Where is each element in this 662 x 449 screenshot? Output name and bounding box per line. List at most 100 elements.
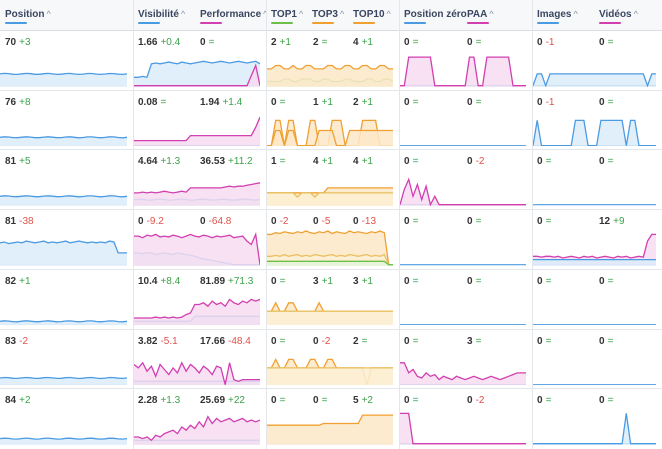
metric-top3: 1 +1: [313, 97, 333, 108]
metric-top10-delta: +1: [361, 37, 373, 48]
metric-pz-value: 0: [404, 37, 410, 48]
column-divider: [266, 0, 267, 449]
cell-top[interactable]: 2 +1 2 = 4 +1: [267, 31, 395, 89]
metric-top3-delta: -2: [321, 335, 331, 347]
metric-top1-delta: =: [279, 275, 286, 287]
top-sparkline: [267, 230, 393, 266]
cell-top[interactable]: 0 = 0 = 5 +2: [267, 389, 395, 447]
metric-paa-delta: =: [475, 335, 482, 347]
metric-performance: 0 =: [200, 37, 214, 48]
legend-underline-top3: [312, 22, 334, 24]
cell-top[interactable]: 0 = 0 -2 2 =: [267, 330, 395, 388]
img-vid-sparkline: [533, 73, 656, 87]
metric-images: 0 =: [537, 216, 551, 227]
pz-paa-sparkline-line: [400, 361, 526, 380]
metric-performance-delta: =: [208, 37, 215, 48]
position-sparkline-line: [0, 319, 127, 323]
metric-pz-value: 0: [404, 395, 410, 407]
cell-vis-perf[interactable]: 0 -9.2 0 -64.8: [134, 210, 262, 268]
metric-visibilite-value: 0: [138, 216, 144, 228]
cell-vis-perf[interactable]: 1.66 +0.4 0 =: [134, 31, 262, 89]
vis-perf-sparkline: [134, 298, 260, 326]
cell-img-vid[interactable]: 0 = 12 +9: [533, 210, 658, 268]
top-sparkline-area: [267, 310, 393, 326]
metric-top1-delta: =: [279, 395, 286, 407]
cell-pz-paa[interactable]: 0 = 0 =: [400, 210, 528, 268]
cell-position[interactable]: 83 -2: [0, 330, 129, 388]
column-header-position-zero[interactable]: Position zéro: [400, 0, 467, 30]
cell-vis-perf[interactable]: 4.64 +1.3 36.53 +11.2: [134, 150, 262, 208]
img-vid-sparkline-line: [533, 73, 656, 87]
cell-top[interactable]: 0 = 3 +1 3 +1: [267, 270, 395, 328]
column-header-performance[interactable]: Performance^: [198, 0, 267, 30]
cell-img-vid[interactable]: 0 = 0 =: [533, 330, 658, 388]
vis-perf-sparkline: [134, 60, 260, 87]
metric-paa-delta: -2: [475, 395, 485, 407]
column-header-position[interactable]: Position ^: [0, 0, 133, 30]
metric-top1: 0 -2: [271, 216, 288, 227]
cell-img-vid[interactable]: 0 = 0 =: [533, 270, 658, 328]
cell-position[interactable]: 76 +8: [0, 91, 129, 149]
cell-position[interactable]: 84 +2: [0, 389, 129, 447]
cell-pz-paa[interactable]: 0 = 0 -2: [400, 150, 528, 208]
top-sparkline: [267, 64, 393, 87]
row-divider: [0, 388, 662, 390]
top-sparkline-area: [267, 261, 393, 266]
column-header-top3[interactable]: TOP3 ^: [309, 0, 351, 30]
metric-top3-value: 0: [313, 335, 319, 347]
cell-vis-perf[interactable]: 3.82 -5.1 17.66 -48.4: [134, 330, 262, 388]
cell-pz-paa[interactable]: 0 = 0 -2: [400, 389, 528, 447]
metric-top10-delta: +1: [361, 156, 373, 168]
cell-img-vid[interactable]: 0 -1 0 =: [533, 31, 658, 89]
cell-vis-perf[interactable]: 2.28 +1.3 25.69 +22: [134, 389, 262, 447]
metric-top10: 0 -13: [353, 216, 376, 227]
cell-top[interactable]: 0 = 1 +1 2 +1: [267, 91, 395, 149]
legend-underline-top1: [271, 22, 293, 24]
header-label-performance: Performance: [200, 9, 262, 20]
metric-pz: 0 =: [404, 216, 418, 227]
metric-performance-value: 36.53: [200, 156, 226, 168]
cell-img-vid[interactable]: 0 -1 0 =: [533, 91, 658, 149]
cell-pz-paa[interactable]: 0 = 0 =: [400, 91, 528, 149]
cell-pz-paa[interactable]: 0 = 0 =: [400, 270, 528, 328]
metric-top1-delta: =: [279, 96, 286, 108]
metric-images-value: 0: [537, 395, 543, 407]
column-header-images[interactable]: Images ^: [533, 0, 596, 30]
metric-paa-delta: =: [475, 37, 482, 48]
metric-top10-value: 3: [353, 275, 359, 287]
top-sparkline-line: [267, 253, 393, 266]
metric-pz: 0 =: [404, 156, 418, 167]
column-header-top1[interactable]: TOP1 ^: [267, 0, 309, 30]
cell-vis-perf[interactable]: 0.08 = 1.94 +1.4: [134, 91, 262, 149]
metric-top1-delta: =: [279, 156, 286, 168]
cell-vis-perf[interactable]: 10.4 +8.4 81.89 +71.3: [134, 270, 262, 328]
column-header-visibilite[interactable]: Visibilité ^: [134, 0, 198, 30]
column-header-top10[interactable]: TOP10 ^: [351, 0, 399, 30]
position-sparkline-line: [0, 135, 127, 139]
column-divider: [133, 0, 134, 449]
cell-img-vid[interactable]: 0 = 0 =: [533, 150, 658, 208]
cell-position[interactable]: 81 -38: [0, 210, 129, 268]
cell-top[interactable]: 0 -2 0 -5 0 -13: [267, 210, 395, 268]
img-vid-sparkline-area: [533, 259, 656, 266]
position-sparkline-line: [0, 72, 127, 76]
cell-pz-paa[interactable]: 0 = 3 =: [400, 330, 528, 388]
cell-position[interactable]: 82 +1: [0, 270, 129, 328]
vis-perf-sparkline-line: [134, 298, 260, 319]
metric-performance: 25.69 +22: [200, 395, 245, 406]
cell-top[interactable]: 1 = 4 +1 4 +1: [267, 150, 395, 208]
column-header-paa[interactable]: PAA ^: [464, 0, 532, 30]
cell-position[interactable]: 81 +5: [0, 150, 129, 208]
column-header-videos[interactable]: Vidéos ^: [596, 0, 662, 30]
img-vid-sparkline-area: [533, 73, 656, 87]
metric-top1-value: 0: [271, 275, 277, 287]
column-divider: [532, 0, 533, 449]
metric-top1-delta: -2: [279, 216, 289, 228]
cell-position[interactable]: 70 +3: [0, 31, 129, 89]
legend-underline-performance: [200, 22, 222, 24]
metric-visibilite-value: 2.28: [138, 395, 158, 407]
cell-pz-paa[interactable]: 0 = 0 =: [400, 31, 528, 89]
metric-top10-value: 4: [353, 37, 359, 48]
cell-img-vid[interactable]: 0 = 0 =: [533, 389, 658, 447]
